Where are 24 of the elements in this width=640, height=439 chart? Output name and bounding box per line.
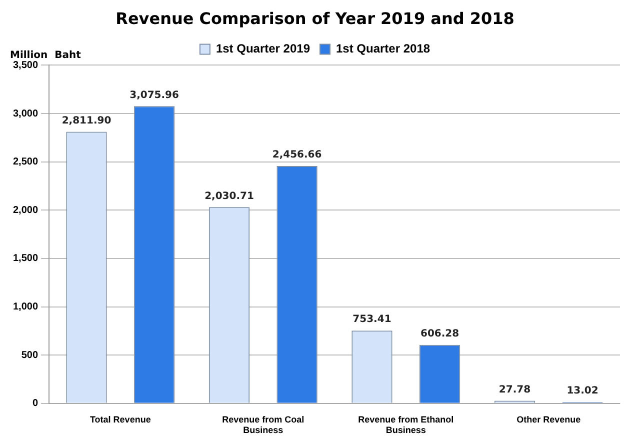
- y-tick-label: 2,500: [12, 156, 38, 168]
- x-tick-label: Total Revenue: [90, 414, 151, 424]
- x-tick-label: Revenue from Ethanol Business: [358, 414, 454, 436]
- y-axis-title: Million Baht: [10, 50, 81, 61]
- data-label: 753.41: [352, 314, 392, 326]
- data-label: 13.02: [566, 386, 598, 397]
- data-label: 2,030.71: [204, 190, 254, 202]
- y-tick-label: 1,500: [12, 253, 38, 264]
- data-label: 3,075.96: [130, 90, 180, 101]
- data-label: 2,811.90: [62, 115, 112, 126]
- legend-label: 1st Quarter 2018: [336, 42, 430, 56]
- y-tick-label: 1,000: [12, 302, 38, 313]
- chart-title: Revenue Comparison of Year 2019 and 2018: [116, 8, 514, 28]
- y-tick-label: 2,000: [12, 204, 38, 216]
- data-label: 2,456.66: [272, 150, 322, 161]
- x-tick-label: Other Revenue: [516, 414, 581, 424]
- y-tick-label: 3,000: [12, 108, 38, 120]
- data-label: 606.28: [420, 328, 460, 340]
- data-label: 27.78: [498, 384, 531, 396]
- y-tick-label: 500: [21, 350, 38, 361]
- y-tick-label: 3,500: [12, 60, 38, 71]
- y-tick-label: 0: [32, 398, 38, 410]
- x-tick-label: Revenue from Coal Business: [222, 414, 304, 436]
- legend-label: 1st Quarter 2019: [216, 42, 310, 56]
